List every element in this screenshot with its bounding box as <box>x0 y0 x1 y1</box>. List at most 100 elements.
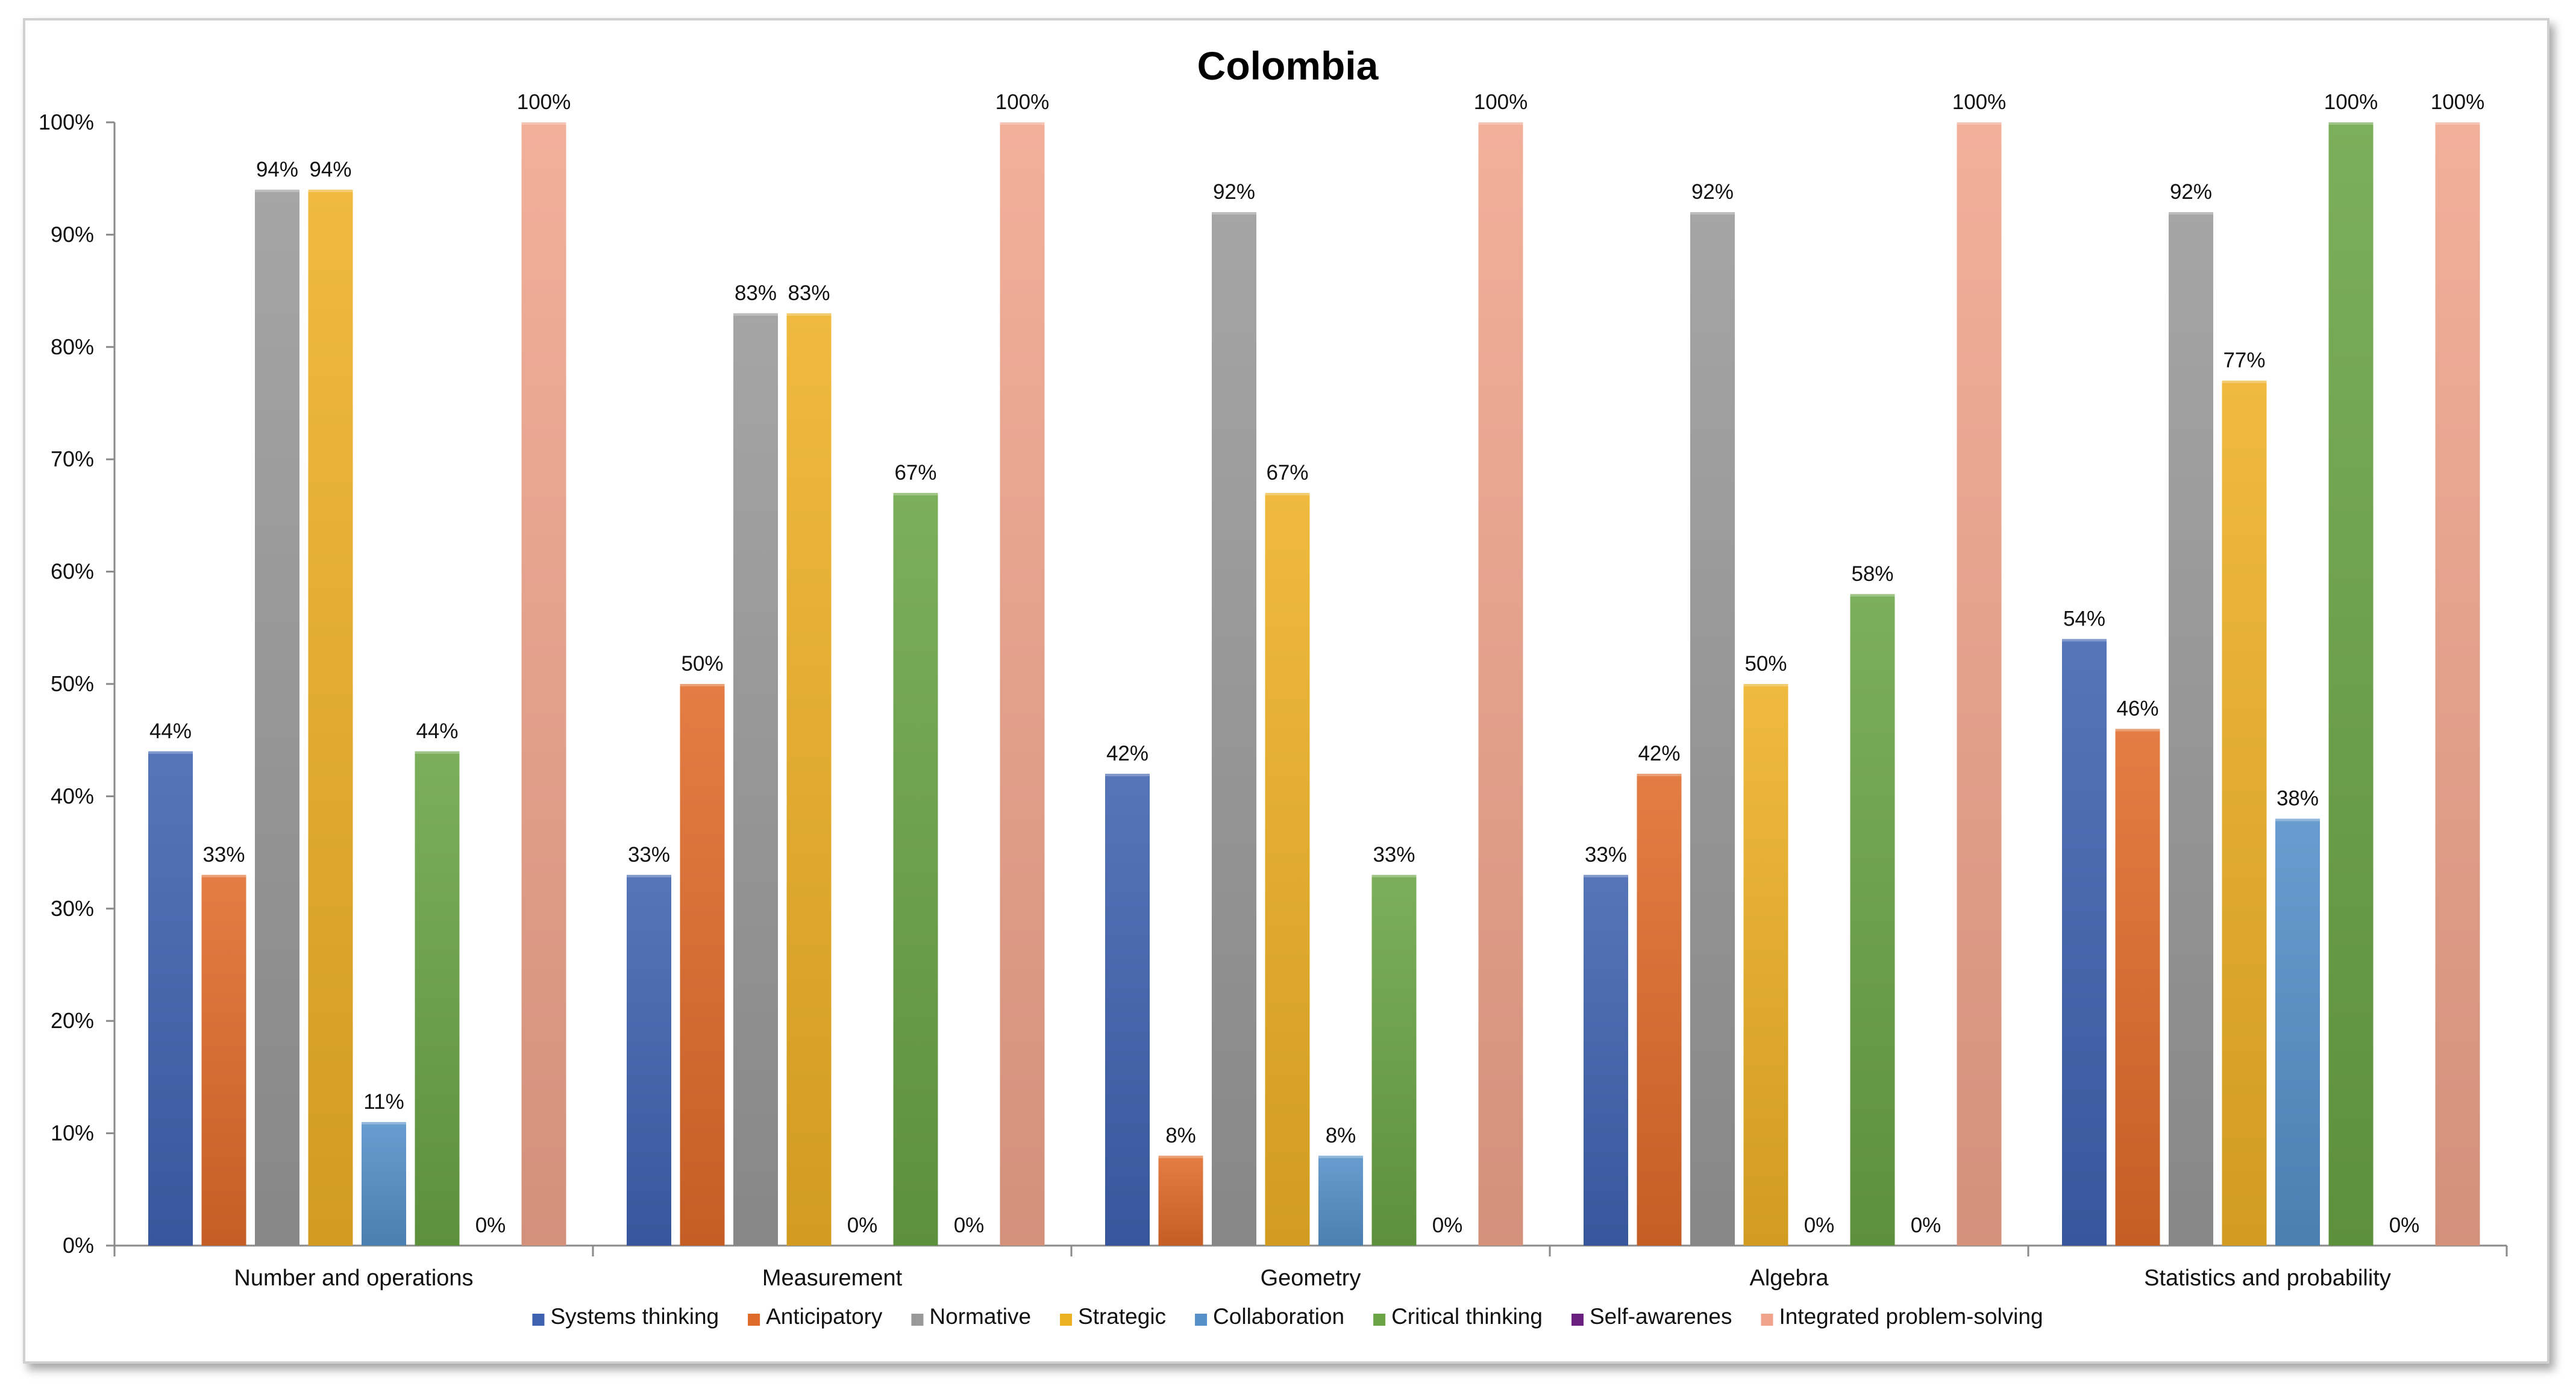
data-label: 94% <box>309 158 351 181</box>
bar-top-edge <box>2169 212 2213 215</box>
bar <box>2275 818 2320 1246</box>
data-label: 38% <box>2277 787 2319 811</box>
data-label: 100% <box>517 90 571 114</box>
chart-title: Colombia <box>1197 43 1379 88</box>
y-tick-label: 50% <box>51 671 94 696</box>
y-tick-label: 80% <box>51 334 94 359</box>
x-tick-label: Statistics and probability <box>2144 1265 2391 1291</box>
bar <box>2222 380 2267 1246</box>
bars <box>148 122 2480 1246</box>
bar-top-edge <box>1690 212 1735 215</box>
bar-top-edge <box>2328 122 2374 125</box>
y-tick-label: 0% <box>63 1233 94 1258</box>
legend-label: Normative <box>929 1304 1031 1329</box>
bar-top-edge <box>1743 684 1788 686</box>
data-label: 100% <box>2324 90 2378 114</box>
bar <box>1265 493 1310 1246</box>
legend-label: Anticipatory <box>766 1304 883 1329</box>
bar-top-edge <box>521 122 566 125</box>
bar-top-edge <box>1371 874 1417 877</box>
data-label: 0% <box>954 1214 985 1237</box>
bar <box>255 189 299 1246</box>
bar <box>2328 122 2374 1246</box>
bar-top-edge <box>1158 1155 1203 1158</box>
bar <box>521 122 566 1246</box>
bar-top-edge <box>733 313 778 316</box>
bar <box>1637 774 1682 1246</box>
legend-item: Collaboration <box>1195 1304 1344 1329</box>
legend-swatch <box>911 1314 924 1326</box>
data-label: 50% <box>1744 652 1787 676</box>
data-label: 83% <box>735 281 777 305</box>
data-label: 92% <box>1691 180 1734 204</box>
bar-top-edge <box>1850 594 1895 597</box>
data-label: 92% <box>1213 180 1255 204</box>
bar-top-edge <box>148 751 193 754</box>
bar-top-edge <box>627 874 671 877</box>
bar <box>1584 874 1628 1246</box>
bar-top-edge <box>1000 122 1045 125</box>
data-label: 0% <box>1804 1214 1835 1237</box>
bar <box>308 189 353 1246</box>
bar <box>1371 874 1417 1246</box>
data-label: 50% <box>681 652 723 676</box>
legend-item: Systems thinking <box>532 1304 719 1329</box>
bar-top-edge <box>362 1121 406 1124</box>
data-label: 33% <box>628 843 670 867</box>
y-tick-label: 60% <box>51 559 94 584</box>
bar-top-edge <box>308 189 353 192</box>
bar <box>2435 122 2480 1246</box>
y-tick-label: 70% <box>51 447 94 471</box>
data-label: 100% <box>2431 90 2485 114</box>
data-label: 58% <box>1851 562 1893 586</box>
data-label: 11% <box>363 1090 404 1114</box>
bar <box>2062 639 2107 1246</box>
legend-item: Normative <box>911 1304 1031 1329</box>
legend-swatch <box>1060 1314 1073 1326</box>
bar-top-edge <box>1478 122 1523 125</box>
bar-top-edge <box>680 684 725 686</box>
y-tick-label: 10% <box>51 1121 94 1146</box>
bar-top-edge <box>893 493 938 496</box>
bar-top-edge <box>2435 122 2480 125</box>
legend-label: Strategic <box>1078 1304 1166 1329</box>
axes: 0% 10% 20% 30% 40% 50% 60% 70% 80% 90% 100% Number … <box>39 110 2508 1291</box>
bar-top-edge <box>1105 774 1150 777</box>
bar <box>627 874 671 1246</box>
bar-top-edge <box>2275 818 2320 821</box>
data-label: 94% <box>256 158 298 181</box>
x-tick-label: Measurement <box>762 1265 903 1291</box>
bar-top-edge <box>2222 380 2267 383</box>
data-label: 8% <box>1165 1124 1196 1147</box>
data-label: 33% <box>202 843 245 867</box>
data-label: 0% <box>847 1214 878 1237</box>
bar-top-edge <box>201 874 246 877</box>
legend-label: Systems thinking <box>550 1304 719 1329</box>
data-label: 83% <box>788 281 830 305</box>
x-tick-label: Geometry <box>1261 1265 1361 1291</box>
data-label: 0% <box>2389 1214 2420 1237</box>
x-tick-label: Algebra <box>1750 1265 1829 1291</box>
data-label: 67% <box>894 461 936 484</box>
bar <box>148 751 193 1246</box>
legend-swatch <box>532 1314 545 1326</box>
bar <box>362 1121 406 1246</box>
y-tick-label: 30% <box>51 896 94 921</box>
legend-item: Critical thinking <box>1373 1304 1543 1329</box>
legend-swatch <box>1571 1314 1584 1326</box>
bar-top-edge <box>1265 493 1310 496</box>
bar-top-edge <box>2062 639 2107 642</box>
bar <box>2115 729 2160 1246</box>
x-tick-label: Number and operations <box>234 1265 473 1291</box>
data-label: 100% <box>1474 90 1528 114</box>
bar <box>1158 1155 1203 1246</box>
y-tick-label: 90% <box>51 222 94 246</box>
bar <box>1000 122 1045 1246</box>
bar <box>1690 212 1735 1246</box>
bar-top-edge <box>2115 729 2160 732</box>
data-label: 0% <box>1432 1214 1463 1237</box>
legend-item: Strategic <box>1060 1304 1166 1329</box>
y-tick-label: 40% <box>51 783 94 808</box>
legend-label: Collaboration <box>1213 1304 1344 1329</box>
